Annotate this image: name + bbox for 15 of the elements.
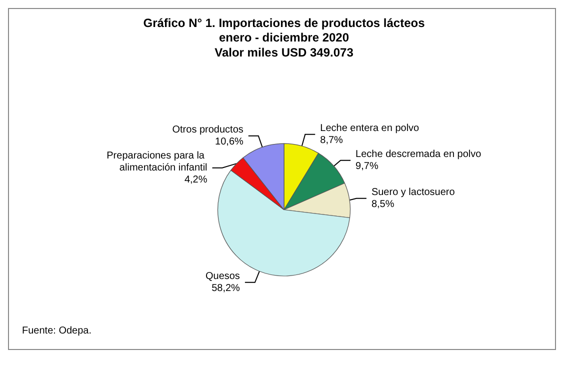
slice-label: Suero y lactosuero — [371, 186, 456, 198]
slice-label: Preparaciones para la alimentación infantil — [106, 150, 208, 174]
slice-label: Leche entera en polvo — [320, 122, 420, 134]
data-label: 8,5% — [371, 198, 394, 210]
data-label: 58,2% — [212, 282, 240, 294]
data-label: 9,7% — [356, 160, 378, 172]
slice-label: Otros productos — [172, 124, 244, 136]
data-label: 8,7% — [320, 134, 344, 146]
slice-label: Quesos — [205, 270, 240, 282]
data-label: 10,6% — [215, 136, 244, 148]
chart-subtitle: enero - diciembre 2020 Valor miles USD 349.073 — [214, 30, 354, 60]
data-label: 4,2% — [184, 174, 208, 186]
source-note: Fuente: Odepa. — [22, 326, 92, 336]
chart-title: Gráfico N° 1. Importaciones de productos lácteos — [143, 16, 426, 30]
slice-label: Leche descremada en polvo — [356, 148, 482, 160]
